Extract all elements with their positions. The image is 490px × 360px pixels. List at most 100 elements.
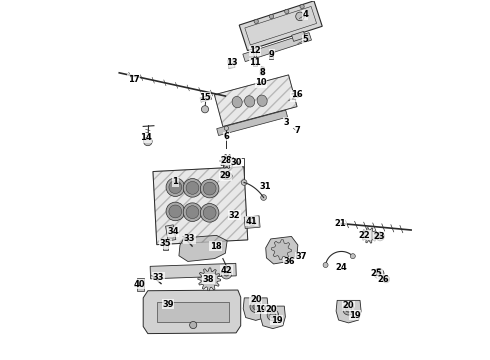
Circle shape bbox=[267, 309, 279, 321]
Circle shape bbox=[350, 254, 355, 258]
Circle shape bbox=[378, 234, 382, 239]
Text: 15: 15 bbox=[199, 93, 211, 102]
Text: 38: 38 bbox=[203, 275, 214, 284]
Text: 18: 18 bbox=[210, 242, 221, 251]
Text: 20: 20 bbox=[343, 301, 354, 310]
Ellipse shape bbox=[257, 95, 267, 106]
Circle shape bbox=[248, 219, 256, 226]
Polygon shape bbox=[292, 31, 306, 41]
Text: 33: 33 bbox=[153, 273, 164, 282]
Circle shape bbox=[200, 203, 219, 222]
Circle shape bbox=[235, 161, 239, 165]
Text: 34: 34 bbox=[167, 227, 179, 236]
Circle shape bbox=[205, 275, 214, 284]
Text: 10: 10 bbox=[255, 78, 267, 87]
Ellipse shape bbox=[220, 172, 232, 180]
Circle shape bbox=[270, 312, 276, 318]
Polygon shape bbox=[271, 240, 292, 260]
Text: 25: 25 bbox=[370, 269, 382, 278]
Text: 28: 28 bbox=[220, 156, 232, 165]
Circle shape bbox=[166, 178, 185, 197]
Text: 12: 12 bbox=[249, 46, 261, 55]
Polygon shape bbox=[266, 237, 298, 264]
Polygon shape bbox=[243, 298, 268, 320]
Circle shape bbox=[166, 202, 185, 221]
Circle shape bbox=[224, 271, 229, 276]
Text: 8: 8 bbox=[259, 68, 265, 77]
Polygon shape bbox=[228, 60, 235, 68]
Text: 13: 13 bbox=[225, 58, 237, 67]
Text: 5: 5 bbox=[302, 36, 308, 45]
Text: 30: 30 bbox=[230, 158, 242, 167]
Text: 19: 19 bbox=[255, 305, 267, 314]
Text: 40: 40 bbox=[134, 280, 146, 289]
Polygon shape bbox=[217, 110, 288, 136]
Text: 4: 4 bbox=[302, 10, 308, 19]
Polygon shape bbox=[143, 290, 241, 334]
Polygon shape bbox=[362, 228, 377, 243]
Text: 22: 22 bbox=[359, 231, 370, 240]
Circle shape bbox=[254, 19, 258, 23]
Polygon shape bbox=[269, 53, 272, 59]
Circle shape bbox=[186, 181, 199, 194]
Polygon shape bbox=[153, 167, 248, 245]
Text: 11: 11 bbox=[249, 58, 261, 67]
Polygon shape bbox=[214, 75, 297, 126]
Text: 35: 35 bbox=[160, 239, 172, 248]
Text: 7: 7 bbox=[295, 126, 301, 135]
Circle shape bbox=[241, 180, 247, 185]
Circle shape bbox=[296, 12, 304, 21]
Ellipse shape bbox=[232, 96, 242, 108]
Polygon shape bbox=[243, 33, 312, 62]
Text: 1: 1 bbox=[172, 177, 178, 186]
Circle shape bbox=[224, 126, 228, 130]
Text: 31: 31 bbox=[260, 182, 271, 191]
Text: 14: 14 bbox=[140, 133, 151, 142]
Circle shape bbox=[186, 206, 199, 219]
Text: 20: 20 bbox=[265, 305, 276, 314]
Text: 6: 6 bbox=[223, 132, 229, 141]
Polygon shape bbox=[260, 67, 264, 75]
Text: 19: 19 bbox=[270, 315, 282, 324]
Circle shape bbox=[367, 233, 372, 238]
Circle shape bbox=[260, 69, 264, 73]
Text: 42: 42 bbox=[220, 266, 232, 275]
Text: 39: 39 bbox=[163, 300, 174, 309]
Circle shape bbox=[203, 206, 216, 219]
Polygon shape bbox=[244, 216, 260, 229]
Text: 41: 41 bbox=[245, 217, 257, 226]
Polygon shape bbox=[198, 268, 220, 291]
Circle shape bbox=[346, 306, 351, 312]
Circle shape bbox=[374, 269, 384, 279]
Circle shape bbox=[376, 271, 381, 276]
Polygon shape bbox=[239, 1, 322, 50]
Circle shape bbox=[169, 181, 182, 194]
Text: 29: 29 bbox=[220, 171, 231, 180]
Circle shape bbox=[376, 232, 384, 241]
Circle shape bbox=[169, 205, 182, 218]
Polygon shape bbox=[252, 48, 256, 57]
Circle shape bbox=[221, 268, 232, 279]
Circle shape bbox=[203, 182, 216, 195]
Circle shape bbox=[224, 159, 230, 164]
Polygon shape bbox=[166, 225, 176, 241]
Text: 24: 24 bbox=[336, 263, 347, 272]
Circle shape bbox=[278, 246, 285, 253]
Circle shape bbox=[323, 262, 328, 267]
Circle shape bbox=[253, 304, 259, 310]
Text: 32: 32 bbox=[228, 211, 240, 220]
Text: 23: 23 bbox=[373, 232, 385, 241]
Ellipse shape bbox=[245, 96, 255, 107]
Polygon shape bbox=[179, 235, 227, 261]
Circle shape bbox=[294, 92, 299, 98]
Text: 2: 2 bbox=[290, 93, 296, 102]
Text: 21: 21 bbox=[335, 219, 346, 228]
Polygon shape bbox=[336, 300, 361, 323]
Circle shape bbox=[384, 278, 388, 281]
Text: 3: 3 bbox=[283, 118, 289, 127]
Text: 16: 16 bbox=[291, 90, 303, 99]
Text: 26: 26 bbox=[378, 275, 390, 284]
Circle shape bbox=[285, 9, 289, 14]
Polygon shape bbox=[220, 154, 234, 168]
Text: 17: 17 bbox=[128, 75, 139, 84]
